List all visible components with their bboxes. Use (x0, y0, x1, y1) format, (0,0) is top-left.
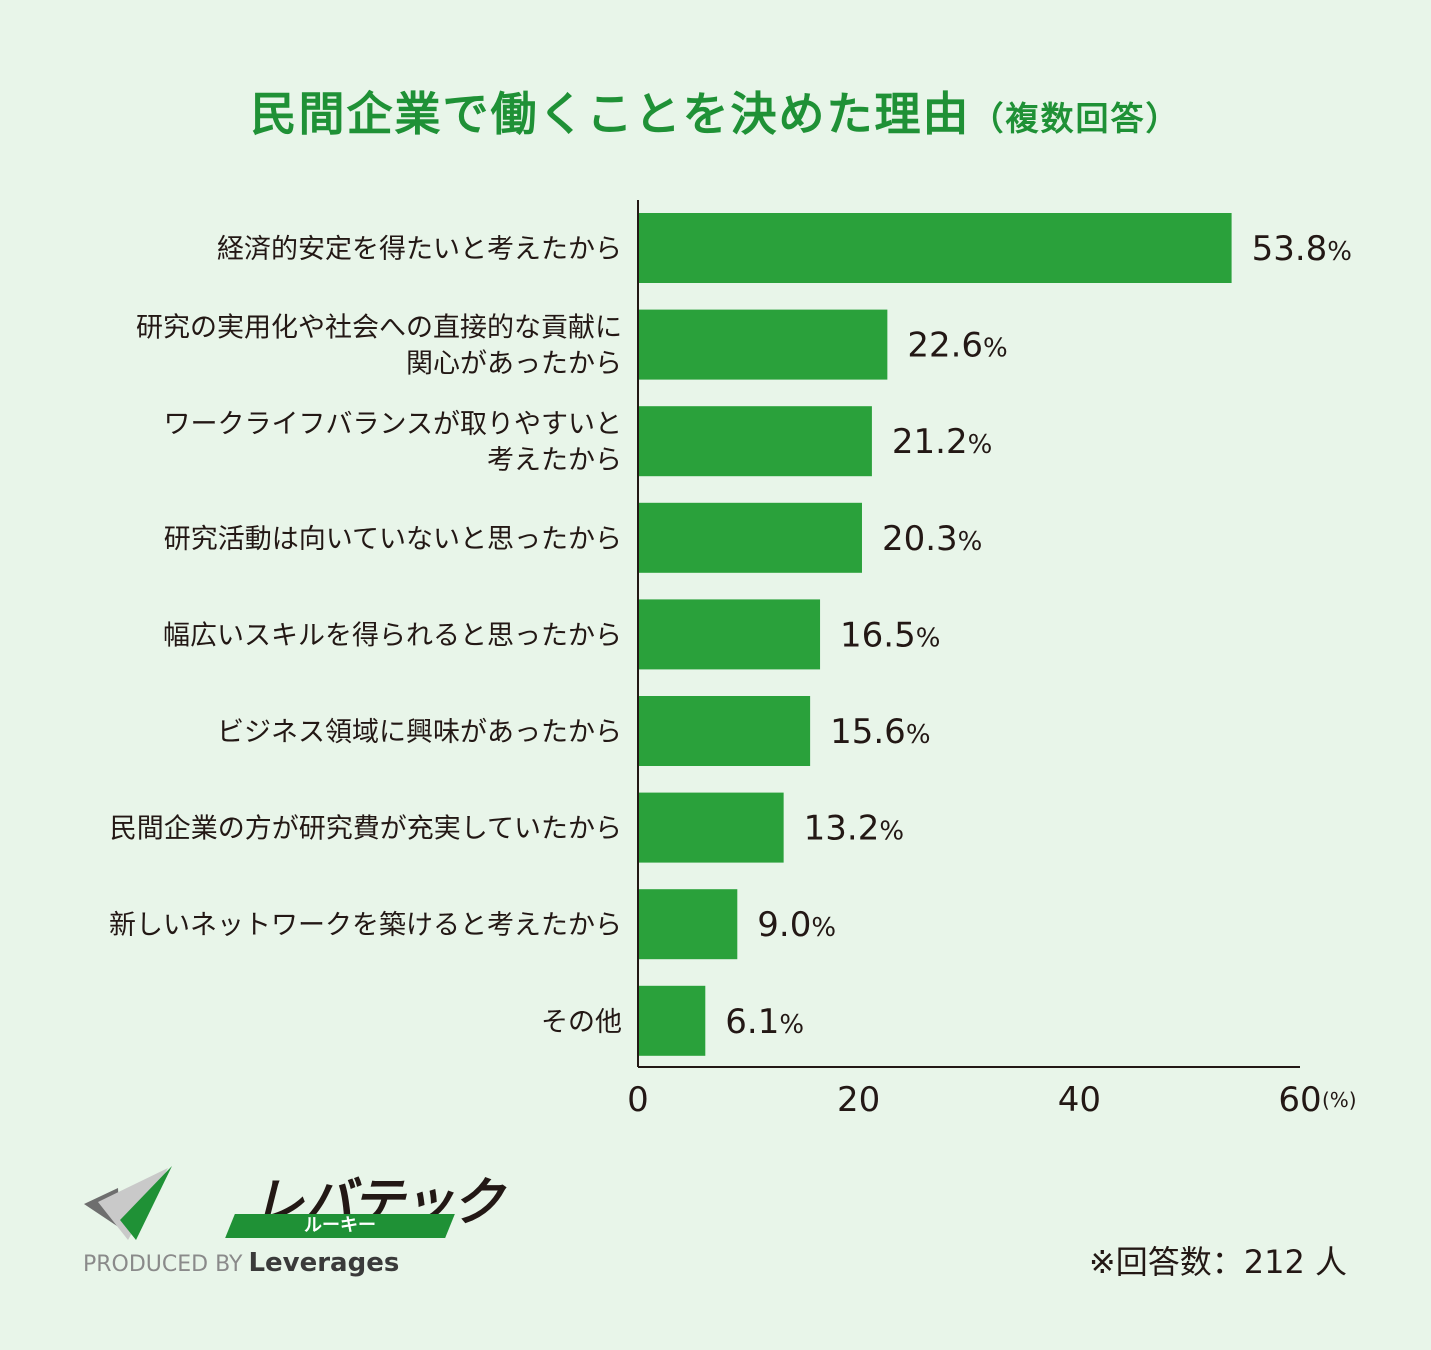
value-label-unit-4: % (958, 527, 983, 557)
category-label-line: 新しいネットワークを築けると考えたから (109, 910, 622, 941)
value-label-unit-1: % (1327, 237, 1352, 267)
category-label-5: 幅広いスキルを得られると思ったから (163, 620, 622, 651)
bar-2 (638, 309, 888, 380)
category-label-line: 研究の実用化や社会への直接的な貢献に (136, 313, 622, 344)
category-label-6: ビジネス領域に興味があったから (217, 717, 622, 748)
category-label-3: ワークライフバランスが取りやすいと考えたから (164, 409, 622, 476)
value-label-1: 53.8% (1252, 229, 1352, 269)
value-label-4: 20.3% (882, 519, 982, 559)
value-label-unit-8: % (811, 913, 836, 943)
value-label-7: 13.2% (804, 809, 904, 849)
produced-by-label: PRODUCED BY (83, 1252, 243, 1277)
category-label-8: 新しいネットワークを築けると考えたから (109, 910, 622, 941)
category-label-line: 民間企業の方が研究費が充実していたから (110, 814, 622, 845)
category-label-line: 幅広いスキルを得られると思ったから (163, 620, 622, 651)
x-tick-label-40: 40 (1058, 1080, 1101, 1120)
value-label-unit-2: % (983, 334, 1008, 364)
bar-3 (638, 406, 872, 477)
bar-6 (638, 696, 811, 766)
category-label-line: 考えたから (487, 445, 622, 476)
value-label-3: 21.2% (892, 422, 992, 462)
bar-8 (638, 889, 738, 960)
value-label-unit-6: % (906, 720, 931, 750)
x-tick-label-20: 20 (837, 1080, 880, 1120)
category-label-2: 研究の実用化や社会への直接的な貢献に関心があったから (136, 313, 622, 380)
x-axis-unit: (%) (1322, 1088, 1357, 1112)
category-label-4: 研究活動は向いていないと思ったから (164, 524, 622, 555)
bar-4 (638, 502, 862, 573)
produced-by: PRODUCED BY Leverages (83, 1248, 399, 1278)
bar-5 (638, 599, 821, 670)
value-label-unit-5: % (916, 623, 941, 653)
value-label-5: 16.5% (840, 615, 940, 655)
value-label-unit-9: % (779, 1010, 804, 1040)
chart-title: 民間企業で働くことを決めた理由（複数回答） (0, 78, 1431, 144)
category-label-line: ビジネス領域に興味があったから (217, 717, 622, 748)
bar-9 (638, 985, 706, 1056)
value-label-2: 22.6% (907, 326, 1007, 366)
bar-1 (638, 213, 1232, 283)
category-label-1: 経済的安定を得たいと考えたから (217, 234, 622, 265)
category-label-7: 民間企業の方が研究費が充実していたから (110, 814, 622, 845)
category-label-line: その他 (541, 1007, 622, 1038)
category-label-9: その他 (541, 1007, 622, 1038)
chart-title-main: 民間企業で働くことを決めた理由 (250, 87, 971, 141)
checkmark-logo-icon (84, 1166, 172, 1240)
value-label-8: 9.0% (757, 905, 836, 945)
value-label-unit-7: % (879, 817, 904, 847)
value-label-9: 6.1% (725, 1002, 804, 1042)
value-label-unit-3: % (968, 430, 993, 460)
value-label-6: 15.6% (830, 712, 930, 752)
x-tick-label-60: 60 (1278, 1080, 1321, 1120)
category-label-line: 研究活動は向いていないと思ったから (164, 524, 622, 555)
brand-name: Leverages (248, 1248, 400, 1278)
logo: レバテック ルーキー PRODUCED BY Leverages (80, 1160, 504, 1280)
chart-title-sub: （複数回答） (970, 99, 1181, 138)
category-label-line: 関心があったから (406, 349, 622, 380)
bar-7 (638, 792, 784, 863)
bar-chart: 53.8% 経済的安定を得たいと考えたから 22.6% 研究の実用化や社会への直接的な… (109, 200, 1357, 1120)
respondent-count-note: ※回答数：212 人 (1088, 1243, 1347, 1281)
category-label-line: 経済的安定を得たいと考えたから (217, 234, 622, 265)
category-label-line: ワークライフバランスが取りやすいと (164, 409, 622, 440)
logo-band-text: ルーキー (304, 1215, 376, 1236)
x-tick-label-0: 0 (627, 1080, 649, 1120)
